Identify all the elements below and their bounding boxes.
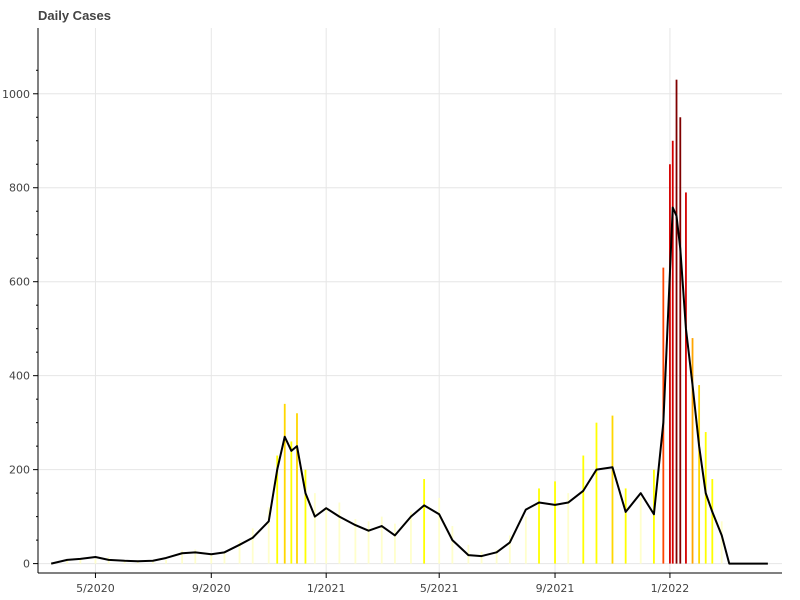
y-tick-label: 800 [9,182,30,195]
case-bar [639,497,642,564]
case-bar [711,479,714,564]
case-bar [267,507,270,564]
x-tick-label: 9/2021 [536,582,575,595]
case-bar [290,441,293,564]
case-bar [325,507,328,564]
case-bar [567,493,570,564]
x-tick-label: 5/2021 [420,582,459,595]
case-bar [595,422,598,564]
case-bar [423,479,426,564]
case-bar [669,164,671,564]
rolling-average-line [50,206,768,565]
x-tick-label: 5/2020 [76,582,115,595]
case-bar [165,559,167,564]
case-bar [123,560,126,564]
case-bar [79,557,82,564]
case-bar [354,518,357,564]
case-bar [524,516,527,564]
case-bar [698,385,701,564]
y-tick-label: 1000 [2,88,30,101]
case-bar [538,488,540,564]
case-bar [624,488,627,564]
case-bar [251,528,254,564]
case-bar [653,469,655,564]
case-bar [367,521,370,564]
case-bar [611,415,614,564]
case-bar [691,338,694,564]
case-bar [223,552,226,564]
y-tick-label: 0 [23,558,30,571]
x-tick-label: 9/2020 [192,582,231,595]
case-bar [276,455,279,564]
case-bar [194,549,197,564]
case-bar [451,526,454,564]
case-bar [582,455,585,564]
case-bar [66,559,69,564]
case-bar [495,549,498,564]
case-bar [380,516,383,564]
axes [37,28,782,574]
case-bar [94,558,97,564]
y-axis-ticks: 0 200 400 600 800 1000 [2,69,38,571]
x-tick-label: 1/2022 [651,582,690,595]
case-bar [338,502,341,564]
case-bar [304,469,307,564]
x-tick-label: 1/2021 [307,582,346,595]
case-bar [508,535,511,564]
case-bar [152,561,154,564]
case-bar [210,553,213,564]
case-bar [313,493,316,564]
case-bar [394,523,396,564]
case-bar [410,511,412,564]
case-bar [671,140,674,564]
daily-cases-bars [50,79,723,564]
case-bar [480,551,483,564]
case-bar [238,541,241,564]
case-bar [679,117,682,564]
case-bar [283,403,286,564]
case-bar [554,481,556,564]
chart-title: Daily Cases [38,8,111,23]
case-bar [675,79,678,564]
case-bar [720,521,723,564]
case-bar [181,550,183,564]
y-tick-label: 200 [9,464,30,477]
case-bar [704,432,707,564]
y-tick-label: 400 [9,370,30,383]
grid-lines [38,28,782,573]
y-tick-label: 600 [9,276,30,289]
case-bar [685,192,687,564]
x-axis-ticks: 5/2020 9/2020 1/2021 5/2021 9/2021 1/2022 [76,573,689,595]
case-bar [438,497,441,564]
case-bar [136,561,139,564]
case-bar [296,413,298,564]
